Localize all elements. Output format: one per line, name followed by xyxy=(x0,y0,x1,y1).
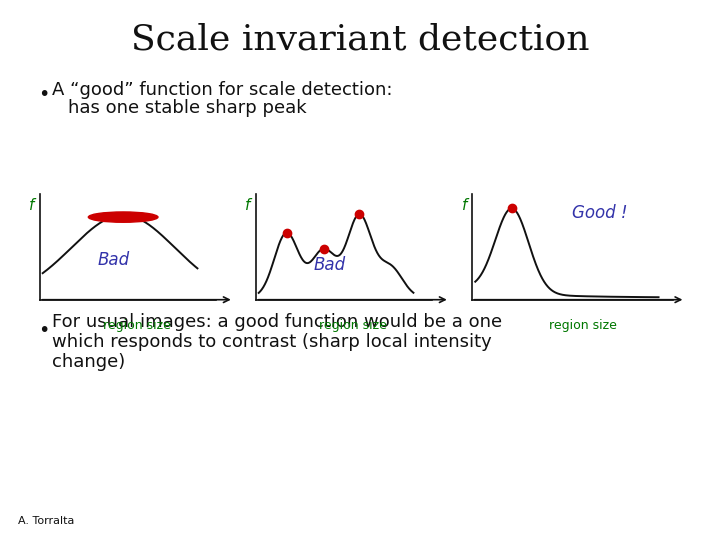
Text: Bad: Bad xyxy=(314,256,346,274)
Text: f: f xyxy=(245,198,251,213)
Text: region size: region size xyxy=(103,319,171,332)
Text: •: • xyxy=(38,85,50,105)
Text: •: • xyxy=(38,321,50,340)
Text: f: f xyxy=(29,198,35,213)
Text: A “good” function for scale detection:: A “good” function for scale detection: xyxy=(52,81,392,99)
Text: which responds to contrast (sharp local intensity: which responds to contrast (sharp local … xyxy=(52,333,492,351)
Text: Scale invariant detection: Scale invariant detection xyxy=(131,23,589,57)
Text: Bad: Bad xyxy=(98,251,130,269)
Text: change): change) xyxy=(52,353,125,371)
Text: Good !: Good ! xyxy=(572,204,628,222)
Text: For usual images: a good function would be a one: For usual images: a good function would … xyxy=(52,313,502,331)
Text: region size: region size xyxy=(319,319,387,332)
Text: has one stable sharp peak: has one stable sharp peak xyxy=(68,99,307,117)
Text: A. Torralta: A. Torralta xyxy=(18,516,74,526)
Text: f: f xyxy=(462,198,467,213)
Text: region size: region size xyxy=(549,319,616,332)
Ellipse shape xyxy=(89,212,158,222)
